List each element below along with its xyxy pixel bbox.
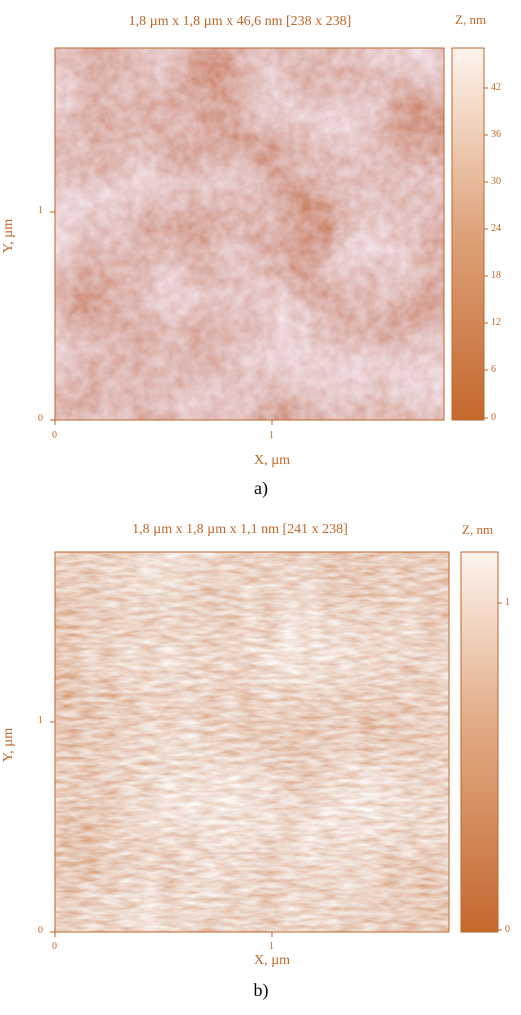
x-axis-title: X, µm: [253, 953, 291, 968]
colorbar-tick-label: 0: [505, 924, 510, 935]
colorbar: [451, 47, 485, 421]
colorbar-label: Z, nm: [462, 522, 494, 537]
figure-caption: a): [254, 478, 268, 498]
colorbar-tick-label: 24: [491, 223, 501, 234]
colorbar-tick-label: 36: [491, 129, 501, 140]
colorbar-tick-label: 18: [491, 270, 501, 281]
afm-panel-b: 1,8 µm x 1,8 µm x 1,1 nm [241 x 238] Z, …: [0, 507, 521, 1014]
colorbar-ticks: [498, 602, 502, 931]
x-tick-label: 0: [52, 941, 57, 952]
image-frame: [54, 47, 445, 421]
afm-topography-image: [55, 552, 449, 932]
figure-caption: b): [253, 980, 269, 1000]
colorbar-ticks: [484, 87, 488, 419]
y-axis-title: Y, µm: [1, 727, 17, 763]
panel-title: 1,8 µm x 1,8 µm x 46,6 nm [238 x 238]: [128, 14, 352, 29]
colorbar-tick-label: 6: [491, 364, 496, 375]
afm-figure-b: [50, 551, 502, 937]
y-tick-label: 0: [38, 413, 43, 424]
colorbar: [460, 551, 499, 933]
afm-figure-a: [50, 47, 488, 425]
x-tick-label: 0: [52, 430, 57, 441]
x-tick-label: 1: [269, 430, 274, 441]
image-frame: [54, 551, 450, 933]
panel-title: 1,8 µm x 1,8 µm x 1,1 nm [241 x 238]: [132, 522, 348, 537]
colorbar-tick-label: 12: [491, 317, 501, 328]
afm-panel-a: 1,8 µm x 1,8 µm x 46,6 nm [238 x 238] Z,…: [0, 0, 521, 507]
y-tick-label: 0: [38, 925, 43, 936]
colorbar-tick-label: 30: [491, 176, 501, 187]
colorbar-tick-label: 1: [505, 597, 510, 608]
afm-topography-image: [55, 48, 444, 420]
colorbar-tick-label: 42: [491, 82, 501, 93]
x-axis-title: X, µm: [253, 453, 291, 468]
y-tick-label: 1: [38, 205, 43, 216]
x-tick-label: 1: [269, 941, 274, 952]
y-tick-label: 1: [38, 715, 43, 726]
colorbar-label: Z, nm: [455, 12, 487, 27]
y-axis-title: Y, µm: [1, 218, 17, 254]
colorbar-tick-label: 0: [491, 412, 496, 423]
